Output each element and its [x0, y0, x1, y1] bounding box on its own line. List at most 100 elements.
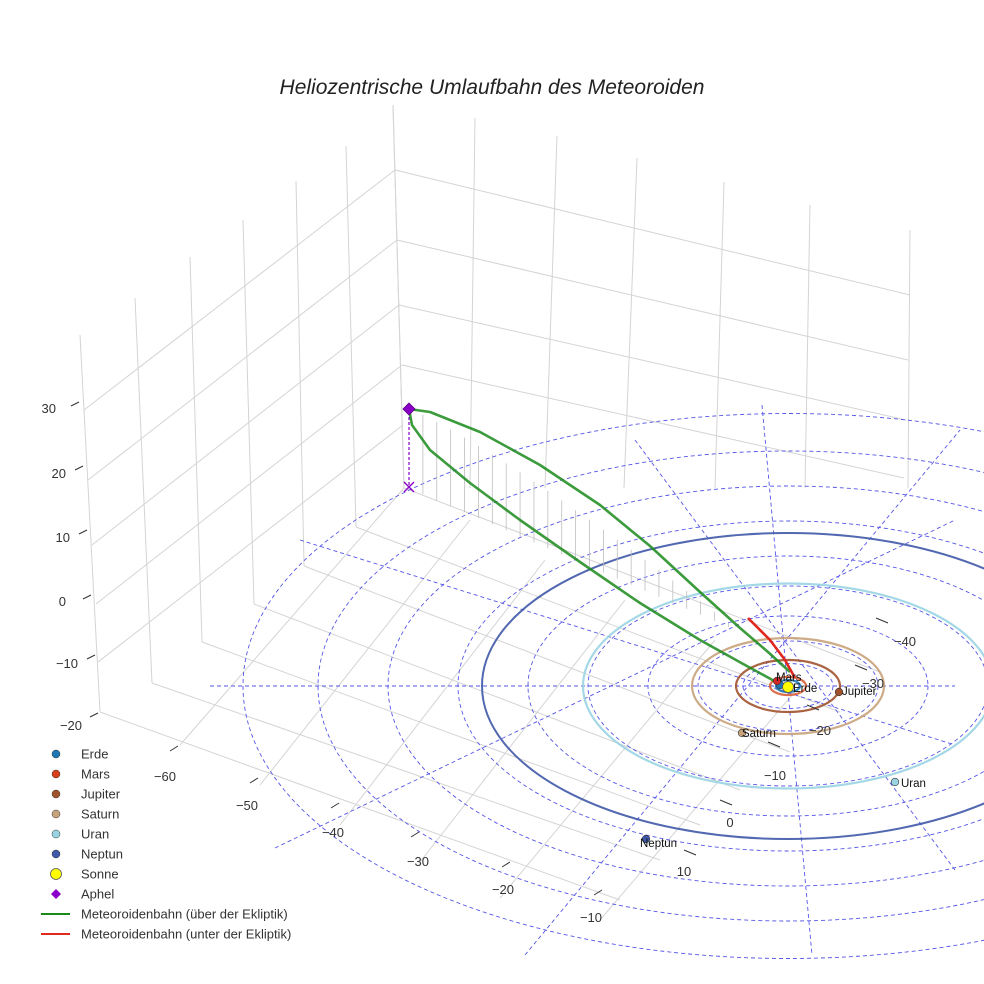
grid-line-left-row-0: [83, 169, 396, 411]
legend-marker-0: [51, 749, 61, 759]
y-tick-mark-5: [593, 889, 603, 896]
aphel-projection-marker: [403, 481, 415, 493]
y-tick-mark-0: [169, 745, 179, 752]
y-tick-label-1: −50: [236, 798, 258, 813]
ecliptic-spoke-5: [634, 439, 956, 871]
z-tick-label-0: 30: [42, 401, 56, 416]
aphel-marker: [402, 402, 416, 416]
grid-line-floor-3: [253, 603, 741, 791]
legend-label-3: Saturn: [81, 807, 119, 822]
sun-marker: [782, 681, 794, 693]
legend-label-2: Jupiter: [81, 787, 121, 802]
grid-line-back-col-3: [623, 157, 638, 489]
y-tick-label-4: −20: [492, 882, 514, 897]
z-tick-mark-2: [78, 529, 88, 535]
grid-line-floor-12: [599, 679, 806, 921]
planet-marker-jupiter: [834, 687, 844, 697]
legend-marker-2: [51, 789, 61, 799]
grid-line-floor-9: [339, 559, 546, 826]
orbit-jupiter: [734, 658, 842, 714]
x-tick-mark-1: [854, 664, 868, 671]
y-tick-mark-1: [249, 777, 259, 784]
planet-label-neptun: Neptun: [640, 838, 677, 850]
trajectory-below-ecliptic: [747, 617, 797, 679]
grid-line-left-col-5: [345, 145, 357, 528]
planet-orbits: [481, 532, 984, 840]
grid-line-back-row-0: [394, 169, 911, 296]
x-tick-mark-0: [875, 617, 889, 624]
grid-line-floor-6: [403, 487, 881, 673]
orbit-saturn: [690, 636, 886, 736]
legend-label-1: Mars: [81, 767, 110, 782]
planet-label-uran: Uran: [901, 778, 926, 790]
x-tick-label-4: 0: [726, 815, 733, 830]
grid-line-floor-0: [99, 711, 621, 901]
legend-marker-5: [51, 849, 61, 859]
grid-line-floor-11: [499, 639, 716, 899]
grid-line-back-col-0: [392, 104, 405, 489]
legend-marker-6: [50, 868, 62, 880]
x-tick-mark-2: [806, 704, 820, 711]
legend-marker-7: [51, 889, 61, 899]
grid-line-left-row-4: [97, 424, 404, 663]
grid-line-back-col-1: [469, 117, 476, 489]
ecliptic-ring-8: [242, 413, 984, 959]
meteoroid-trajectory: [402, 402, 797, 685]
ecliptic-ring-7: [317, 450, 984, 922]
grid-line-floor-5: [355, 526, 841, 713]
grid-line-back-row-2: [398, 304, 907, 421]
planet-marker-mars: [772, 676, 782, 686]
ecliptic-spoke-1: [299, 539, 956, 746]
grid-line-left-row-2: [91, 304, 400, 546]
z-tick-label-3: 0: [59, 594, 66, 609]
z-tick-mark-3: [82, 594, 92, 600]
z-tick-mark-5: [89, 712, 99, 718]
legend-label-6: Sonne: [81, 867, 119, 882]
legend-label-8: Meteoroidenbahn (über der Ekliptik): [81, 907, 288, 922]
axes-grid: [79, 104, 911, 921]
grid-line-back-row-3: [401, 364, 905, 479]
axis-ticks: 30 20 10 0 −10 −20 −60 −50 −40 −30 −20 −10 −40 −30 −20…: [42, 401, 917, 925]
legend-marker-3: [51, 809, 61, 819]
grid-line-left-col-2: [189, 256, 203, 643]
planet-marker-neptun: [641, 834, 651, 844]
y-tick-label-3: −30: [407, 854, 429, 869]
legend-label-5: Neptun: [81, 847, 123, 862]
grid-line-left-col-3: [242, 219, 255, 605]
chart-title: Heliozentrische Umlaufbahn des Meteoroid…: [280, 76, 705, 99]
x-tick-label-5: 10: [677, 864, 691, 879]
planet-label-mars: Mars: [776, 672, 802, 684]
x-tick-label-0: −40: [894, 634, 916, 649]
y-tick-mark-3: [410, 831, 420, 838]
grid-line-left-col-1: [134, 297, 153, 684]
x-tick-label-1: −30: [862, 676, 884, 691]
z-tick-label-5: −20: [60, 718, 82, 733]
x-tick-mark-3: [767, 741, 781, 748]
z-tick-label-4: −10: [56, 656, 78, 671]
planet-marker-uran: [890, 777, 900, 787]
planet-label-jupiter: Jupiter: [842, 686, 877, 698]
planet-label-erde: Erde: [793, 683, 817, 695]
grid-line-left-row-1: [87, 239, 398, 481]
orbit-neptun: [481, 532, 984, 840]
legend: Erde Mars Jupiter Saturn Uran Neptun Sonne Aphe…: [41, 747, 291, 942]
planet-marker-saturn: [737, 728, 747, 738]
trajectory-lower-branch: [407, 408, 779, 685]
grid-line-back-row-1: [396, 239, 909, 361]
x-tick-label-3: −10: [764, 768, 786, 783]
planet-label-saturn: Saturn: [742, 728, 776, 740]
z-tick-mark-4: [86, 654, 96, 660]
grid-line-back-col-4: [714, 181, 725, 489]
legend-label-0: Erde: [81, 747, 108, 762]
z-tick-mark-0: [70, 401, 80, 407]
x-tick-mark-5: [683, 849, 697, 856]
grid-line-back-col-2: [544, 135, 558, 489]
z-tick-mark-1: [74, 465, 84, 471]
orbit-mars: [768, 675, 808, 697]
grid-line-floor-7: [179, 487, 405, 746]
y-tick-mark-4: [501, 861, 511, 868]
y-tick-label-5: −10: [580, 910, 602, 925]
grid-line-back-col-5: [804, 204, 811, 489]
